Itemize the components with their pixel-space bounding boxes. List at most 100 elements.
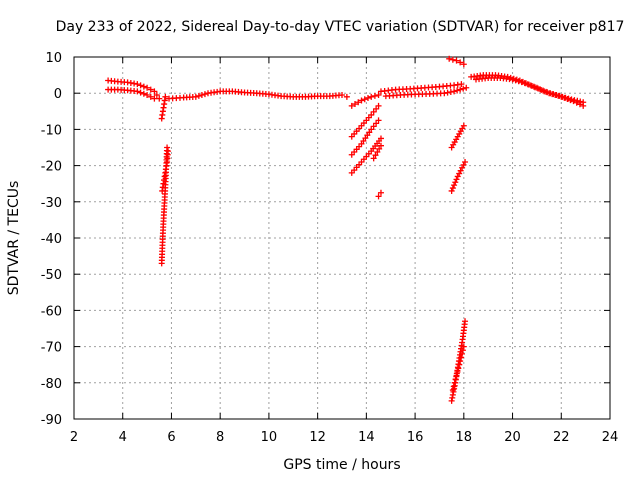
data-point [377,135,384,142]
y-tick-label: -20 [41,160,62,175]
y-tick-label: 0 [54,87,62,102]
data-point [543,88,550,95]
data-point [460,122,467,129]
y-axis-label: SDTVAR / TECUs [6,180,22,296]
data-point [561,94,568,101]
data-point [570,98,577,105]
data-point [459,347,466,354]
data-point [377,189,384,196]
data-point [454,87,461,94]
data-point [515,78,522,85]
y-tick-label: -30 [41,196,62,211]
data-point [140,83,147,90]
data-point [377,142,384,149]
data-point [192,93,199,100]
data-point [371,92,378,99]
data-point [370,155,377,162]
data-point [453,176,460,183]
data-point [451,379,458,386]
y-tick-label: -80 [41,377,62,392]
data-point [134,88,141,95]
data-point [165,148,172,155]
series-arc-11 [370,142,384,162]
series-arc-3 [158,93,169,122]
data-point [134,81,141,88]
data-point [546,90,553,97]
data-point [368,126,375,133]
data-point [373,105,380,112]
x-axis-label: GPS time / hours [283,457,401,473]
data-point [462,158,469,165]
data-point [456,361,463,368]
series-arc-2 [105,86,158,102]
series-arc-13 [377,81,465,95]
data-point [343,93,350,100]
data-point [147,93,154,100]
data-point [144,92,151,99]
x-tick-label: 14 [358,430,375,445]
data-point [552,92,559,99]
series-arc-15 [446,55,467,68]
data-point [368,93,375,100]
y-tick-label: -50 [41,268,62,283]
data-point [375,117,382,124]
data-point [153,92,160,99]
data-point [450,383,457,390]
data-point [358,97,365,104]
data-point [455,365,462,372]
data-point [151,95,158,102]
data-point [549,91,556,98]
data-point [512,77,519,84]
axes: 2 4 6 8 10 12 14 16 18 20 22 24100-10-20-30-40-50-6… [41,51,619,445]
y-tick-label: -90 [41,413,62,428]
data-point [564,95,571,102]
data-point [576,101,583,108]
data-point [375,102,382,109]
data-point [518,79,525,86]
y-tick-label: -70 [41,341,62,356]
data-point [457,358,464,365]
x-tick-label: 24 [602,430,619,445]
data-point [348,102,355,109]
x-tick-label: 10 [261,430,278,445]
series-arc-1 [105,77,163,102]
data-point [555,92,562,99]
data-point [370,108,377,115]
data-point [372,152,379,159]
series-arc-10 [348,135,384,176]
data-point [573,99,580,106]
data-point [458,350,465,357]
data-point [375,92,382,99]
data-point [151,88,158,95]
chart-title: Day 233 of 2022, Sidereal Day-to-day VTE… [55,19,625,35]
series-arc-6 [159,148,172,194]
data-point [370,123,377,130]
data-point [147,86,154,93]
data-point [198,92,205,99]
data-point [164,144,171,151]
x-tick-label: 20 [504,430,521,445]
series-arc-21 [473,74,587,109]
data-points [105,55,587,404]
x-tick-label: 22 [553,430,570,445]
series-arc-9 [348,117,382,158]
y-tick-label: -10 [41,123,62,138]
data-point [449,387,456,394]
data-point [448,187,455,194]
data-point [460,343,467,350]
data-point [137,89,144,96]
series-arc-8 [348,102,382,140]
data-point [457,86,464,93]
data-point [580,102,587,109]
series-arc-4 [166,88,350,102]
series-arc-5 [158,144,171,267]
data-point [558,93,565,100]
data-point [361,96,368,103]
data-point [530,83,537,90]
data-point [376,145,383,152]
data-point [454,368,461,375]
series-arc-19 [449,343,467,394]
x-tick-label: 16 [407,430,424,445]
data-point [449,185,456,192]
